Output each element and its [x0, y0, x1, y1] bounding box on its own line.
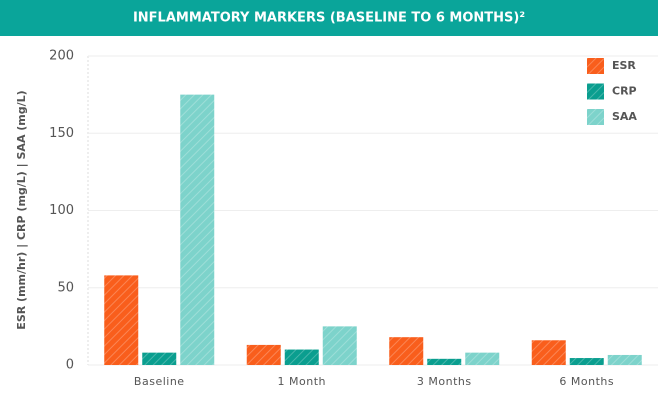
x-tick-label: 6 Months: [559, 375, 614, 388]
y-axis-label: ESR (mm/hr) | CRP (mg/L) | SAA (mg/L): [15, 90, 28, 329]
x-tick-label: 1 Month: [278, 375, 326, 388]
y-tick-label: 200: [49, 49, 74, 64]
bar: [607, 354, 642, 365]
y-tick-label: 150: [49, 126, 74, 141]
legend-label: SAA: [612, 110, 637, 123]
chart-title: INFLAMMATORY MARKERS (BASELINE TO 6 MONT…: [133, 11, 525, 26]
legend-swatch: [587, 58, 604, 74]
legend-swatch: [587, 109, 604, 125]
bar: [569, 358, 604, 365]
bar: [322, 326, 357, 365]
bar: [180, 94, 215, 365]
y-tick-label: 0: [66, 358, 74, 373]
x-tick-label: Baseline: [134, 375, 185, 388]
bar: [389, 337, 424, 365]
bar: [284, 349, 319, 365]
bar: [142, 352, 177, 365]
x-tick-label: 3 Months: [417, 375, 472, 388]
legend-label: CRP: [612, 85, 637, 98]
bar: [104, 275, 139, 365]
bar: [531, 340, 566, 365]
legend-label: ESR: [612, 59, 636, 72]
legend-swatch: [587, 83, 604, 100]
y-tick-label: 100: [49, 203, 74, 218]
bar: [246, 344, 281, 365]
bar: [427, 358, 462, 365]
title-banner: [0, 0, 658, 36]
bar: [465, 352, 500, 365]
y-tick-label: 50: [57, 280, 74, 295]
